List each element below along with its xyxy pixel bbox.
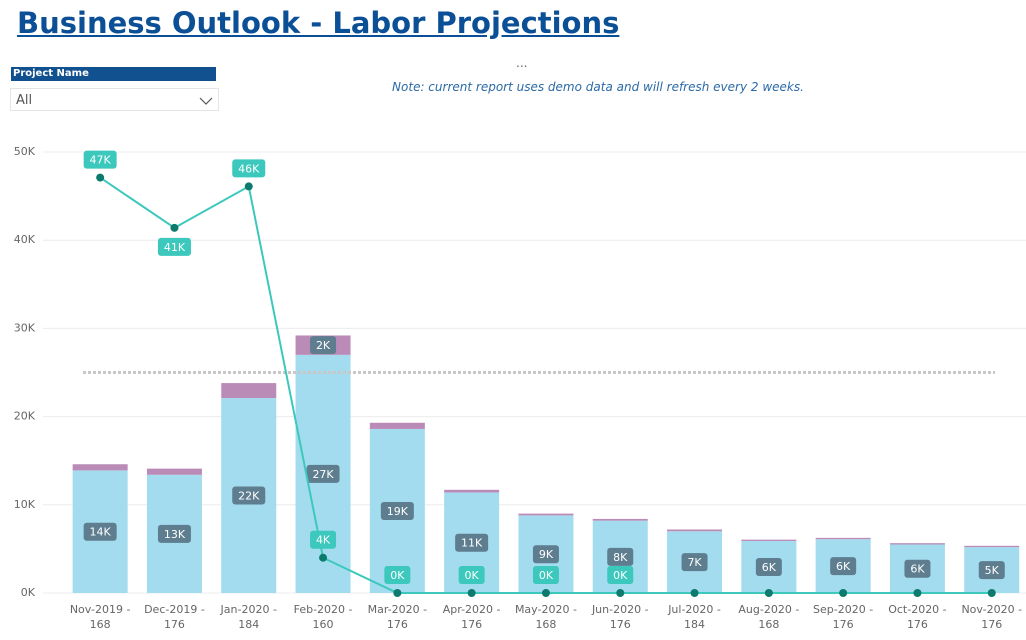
bar-segment [518, 513, 574, 516]
slicer-dropdown[interactable]: All [10, 88, 219, 111]
bar-segment [815, 537, 871, 540]
bar-label-bg [310, 336, 337, 355]
bar-segment [369, 422, 425, 429]
line-label-bg [384, 566, 411, 584]
dropdown-icon [199, 97, 213, 105]
y-tick-label: 50K [14, 145, 36, 158]
bar-segment [444, 489, 500, 493]
line-point [467, 589, 476, 597]
bar-label: 8K [613, 551, 628, 564]
x-tick-label: Jun-2020 - 176 [591, 603, 649, 631]
line-label: 47K [90, 154, 112, 167]
line-label: 0K [539, 569, 554, 582]
bar-label: 13K [164, 528, 186, 541]
bar-label: 14K [90, 526, 112, 539]
line-point [170, 223, 179, 232]
line-point [541, 589, 550, 597]
line-label-bg [157, 237, 191, 256]
bar-label: 6K [910, 563, 925, 576]
x-tick-label: Sep-2020 - 176 [813, 603, 874, 631]
line-label: 41K [164, 241, 186, 254]
bar-label-bg [830, 557, 857, 576]
x-tick-label: Dec-2019 - 176 [144, 603, 205, 631]
line-label: 4K [316, 534, 331, 547]
line-label-bg [232, 159, 266, 178]
line-label-bg [607, 566, 634, 584]
line-point [96, 173, 105, 182]
x-tick-label: Mar-2020 - 176 [367, 603, 428, 631]
line-label-bg [83, 150, 117, 169]
line-point [319, 553, 328, 562]
line-point [244, 182, 253, 191]
bar-label-bg [306, 464, 340, 483]
bar-label-bg [232, 486, 266, 505]
bar-segment [592, 518, 648, 521]
bar-segment [889, 543, 945, 545]
bar-segment [964, 545, 1020, 548]
bar-label-bg [380, 501, 414, 520]
line-point [764, 589, 773, 597]
bar-label-bg [978, 561, 1005, 580]
x-tick-label: Jan-2020 - 184 [220, 603, 277, 631]
bar-label: 6K [762, 561, 777, 574]
line-point [616, 589, 625, 597]
bar-label: 5K [985, 564, 1000, 577]
bar-label: 27K [312, 468, 334, 481]
x-tick-label: May-2020 - 168 [514, 603, 577, 631]
x-tick-label: Nov-2019 - 168 [69, 603, 131, 631]
note: Note: current report uses demo data and … [392, 80, 804, 94]
line-label-bg [458, 566, 485, 584]
line-label: 0K [465, 569, 480, 582]
line-point [690, 589, 699, 597]
bar-label-bg [157, 524, 191, 543]
x-tick-label: Aug-2020 - 168 [738, 603, 800, 631]
x-tick-label: Nov-2020 - 176 [961, 603, 1023, 631]
y-tick-label: 10K [14, 498, 36, 511]
more-options[interactable]: ... [516, 56, 528, 70]
bar-label: 11K [461, 537, 483, 550]
line-label: 0K [613, 569, 628, 582]
bar-label-bg [904, 559, 931, 578]
line-point [913, 589, 922, 597]
line-point [987, 589, 996, 597]
report-title: Business Outlook - Labor Projections [17, 6, 620, 40]
bar-label-bg [607, 547, 634, 566]
slicer-label: Project Name [11, 67, 216, 81]
bar-label: 6K [836, 560, 851, 573]
line-point [393, 589, 402, 597]
bar-segment [72, 464, 128, 471]
x-tick-label: Oct-2020 - 176 [888, 603, 947, 631]
bar-label-bg [532, 545, 559, 564]
bar-label-bg [755, 557, 782, 576]
bar-segment [146, 468, 202, 475]
bar-segment [741, 539, 797, 541]
y-tick-label: 40K [14, 233, 36, 246]
bar-label-bg [681, 553, 708, 572]
bar-segment [221, 383, 277, 399]
bar-segment [667, 529, 723, 532]
line-label: 46K [238, 162, 260, 175]
y-tick-label: 30K [14, 321, 36, 334]
x-tick-label: Feb-2020 - 160 [293, 603, 353, 631]
line-point [839, 589, 848, 597]
bar-label-bg [455, 533, 489, 552]
line-label-bg [532, 566, 559, 584]
bar-label: 7K [687, 556, 702, 569]
bar-label: 22K [238, 490, 260, 503]
y-tick-label: 20K [14, 410, 36, 423]
y-tick-label: 0K [21, 586, 36, 599]
line-label: 0K [390, 569, 405, 582]
bar-label-bg [83, 522, 117, 541]
x-tick-label: Jul-2020 - 184 [668, 603, 721, 631]
bar-label: 9K [539, 548, 554, 561]
slicer-value: All [16, 93, 33, 108]
line-label-bg [310, 530, 337, 549]
bar-label: 19K [387, 505, 409, 518]
x-tick-label: Apr-2020 - 176 [442, 603, 501, 631]
bar-label: 2K [316, 339, 331, 352]
